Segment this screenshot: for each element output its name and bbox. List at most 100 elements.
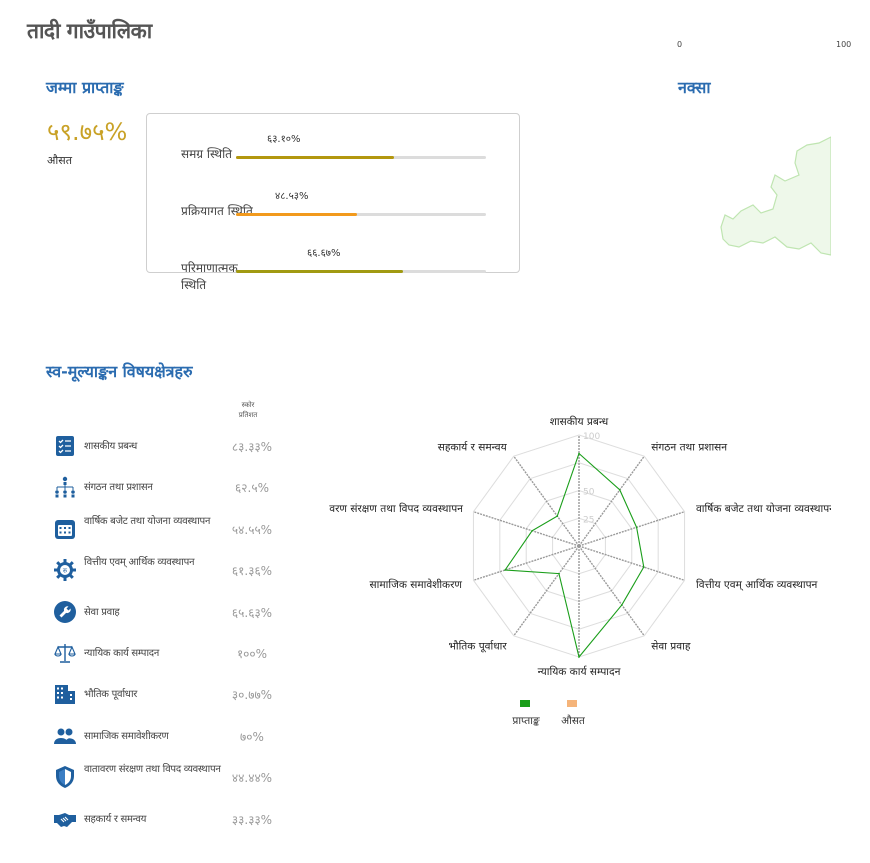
- radar-spoke: [578, 455, 645, 547]
- money-gear-icon: रु: [53, 558, 77, 582]
- handshake-icon: [53, 807, 77, 831]
- radar-axis-label: वित्तीय एवम् आर्थिक व्यवस्थापन: [696, 578, 818, 591]
- legend-label: प्राप्ताङ्क: [512, 715, 540, 727]
- municipality-boundary[interactable]: [720, 136, 831, 256]
- map-scale-max: 100: [836, 40, 852, 49]
- area-name: वातावरण संरक्षण तथा विपद व्यवस्थापन: [84, 764, 221, 776]
- overall-percent: ५९.७५%: [47, 118, 128, 146]
- areas-heading: स्व-मूल्याङ्कन विषयक्षेत्रहरु: [46, 362, 193, 381]
- summary-row-label: प्रक्रियागत स्थिति: [181, 204, 253, 218]
- progress-track: [236, 156, 486, 159]
- progress-fill: [236, 213, 358, 216]
- score-column-header: स्कोर प्रतिशत: [230, 400, 266, 420]
- legend-swatch: [520, 700, 530, 707]
- org-chart-icon: [53, 475, 77, 499]
- radar-spoke: [473, 545, 580, 581]
- legend-label: औसत: [561, 714, 586, 727]
- score-column-header-line1: स्कोर: [241, 401, 255, 409]
- area-list-item[interactable]: वार्षिक बजेट तथा योजना व्यवस्थापन ५४.५५%: [50, 508, 290, 548]
- radar-data-point: [556, 515, 559, 517]
- radar-tick-label: 25: [583, 515, 594, 525]
- score-column-header-line2: प्रतिशत: [238, 411, 258, 419]
- page-title: तादी गाउँपालिका: [27, 19, 152, 43]
- map-shape-svg: [720, 136, 831, 256]
- area-list-item[interactable]: संगठन तथा प्रशासन ६२.५%: [50, 466, 290, 506]
- radar-data-point: [504, 569, 506, 571]
- area-list-item[interactable]: वातावरण संरक्षण तथा विपद व्यवस्थापन ४४.४४…: [50, 756, 290, 796]
- area-score: ६२.५%: [235, 481, 269, 496]
- area-name: संगठन तथा प्रशासन: [84, 482, 153, 494]
- summary-row: ४८.५३% प्रक्रियागत स्थिति: [147, 176, 519, 232]
- legend-swatch: [567, 700, 577, 707]
- summary-row-value: ४८.५३%: [275, 191, 309, 202]
- radar-axis-label: वरण संरक्षण तथा विपद व्यवस्थापन: [329, 502, 463, 515]
- area-list-item[interactable]: सहकार्य र समन्वय ३३.३३%: [50, 798, 290, 838]
- radar-spoke: [578, 545, 645, 637]
- svg-text:रु: रु: [63, 567, 68, 575]
- area-score: ५४.५५%: [231, 522, 273, 537]
- progress-fill: [236, 270, 403, 273]
- radar-data-point: [578, 452, 580, 455]
- area-name: सामाजिक समावेशीकरण: [84, 730, 169, 742]
- area-score: १००%: [236, 647, 268, 661]
- radar-axis-label: संगठन तथा प्रशासन: [651, 441, 727, 453]
- summary-row-label: समग्र स्थिति: [181, 147, 233, 161]
- calendar-icon: [53, 517, 77, 541]
- radar-data-point: [621, 604, 623, 606]
- radar-data-point: [578, 656, 580, 658]
- summary-row-value: ६३.१०%: [267, 134, 301, 145]
- map-scale-min: 0: [677, 40, 683, 49]
- summary-row-label: परिमाणात्मक स्थिति: [181, 261, 238, 292]
- radar-spoke: [578, 511, 685, 547]
- municipality-map[interactable]: [715, 135, 831, 270]
- radar-axis-label: सेवा प्रवाह: [651, 640, 691, 653]
- area-name: भौतिक पूर्वाधार: [84, 689, 138, 701]
- area-name: सेवा प्रवाह: [84, 606, 120, 618]
- radar-data-point: [558, 572, 560, 575]
- shield-icon: [53, 765, 77, 789]
- scales-icon: [53, 641, 77, 665]
- area-list-item[interactable]: भौतिक पूर्वाधार ३०.७७%: [50, 673, 290, 713]
- radar-chart-svg: 25 50 100 शासकीय प्रबन्ध संगठन तथा प्रशासन वा…: [329, 415, 835, 727]
- wrench-icon: [53, 600, 77, 624]
- radar-spoke: [473, 511, 580, 547]
- radar-axis-label: शासकीय प्रबन्ध: [550, 415, 609, 428]
- area-name: वित्तीय एवम् आर्थिक व्यवस्थापन: [84, 557, 195, 569]
- map-heading: नक्सा: [678, 78, 711, 97]
- area-name: सहकार्य र समन्वय: [84, 813, 147, 825]
- area-score: ३३.३३%: [231, 812, 273, 827]
- area-list-item[interactable]: न्यायिक कार्य सम्पादन १००%: [50, 632, 290, 672]
- progress-fill: [236, 156, 394, 159]
- radar-axis-label: न्यायिक कार्य सम्पादन: [538, 665, 621, 678]
- area-score: ४४.४४%: [231, 771, 273, 786]
- summary-heading: जम्मा प्राप्ताङ्क: [46, 78, 124, 97]
- radar-axis-label: सामाजिक समावेशीकरण: [370, 578, 463, 591]
- area-list-item[interactable]: सेवा प्रवाह ६५.६३%: [50, 591, 290, 631]
- radar-axis-label: सहकार्य र समन्वय: [438, 440, 508, 453]
- radar-chart: 25 50 100 शासकीय प्रबन्ध संगठन तथा प्रशासन वा…: [328, 405, 835, 745]
- area-list-item[interactable]: रु वित्तीय एवम् आर्थिक व्यवस्थापन ६१.३६%: [50, 549, 290, 589]
- area-name: शासकीय प्रबन्ध: [84, 441, 138, 452]
- area-list-item[interactable]: सामाजिक समावेशीकरण ७०%: [50, 715, 290, 755]
- radar-spoke: [513, 545, 580, 637]
- radar-data-point: [642, 566, 645, 568]
- radar-data-point: [531, 529, 533, 532]
- summary-row: ६६.६७% परिमाणात्मक स्थिति: [147, 233, 519, 292]
- area-score: ३०.७७%: [231, 688, 273, 703]
- area-name: वार्षिक बजेट तथा योजना व्यवस्थापन: [84, 515, 211, 527]
- radar-spoke: [513, 455, 580, 547]
- area-score: ६१.३६%: [231, 564, 273, 579]
- radar-tick-label: 50: [583, 488, 595, 498]
- area-score: ८३.३३%: [231, 440, 273, 454]
- area-list-item[interactable]: शासकीय प्रबन्ध ८३.३३%: [50, 425, 290, 465]
- overall-label: औसत: [47, 154, 72, 167]
- radar-grid-ring: [499, 462, 659, 630]
- summary-row: ६३.१०% समग्र स्थिति: [147, 119, 519, 175]
- radar-axis-label: वार्षिक बजेट तथा योजना व्यवस्थापन: [696, 502, 831, 515]
- radar-data-point: [618, 489, 621, 491]
- people-icon: [53, 724, 77, 748]
- building-icon: [53, 682, 77, 706]
- area-score: ७०%: [240, 729, 264, 744]
- progress-track: [236, 213, 486, 216]
- progress-track: [236, 270, 486, 273]
